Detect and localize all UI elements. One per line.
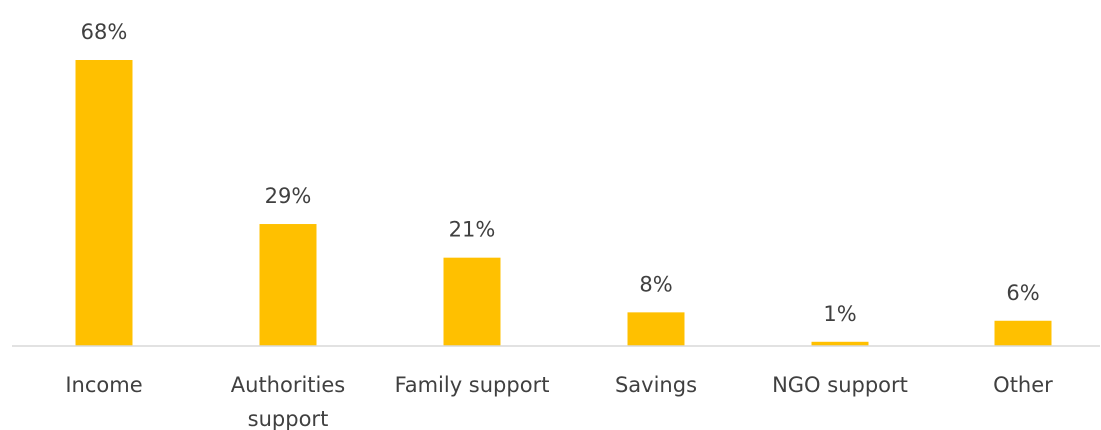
data-label-3: 8% — [639, 272, 672, 296]
x-tick-label-4: NGO support — [772, 373, 908, 397]
data-labels-layer: 68% 29% 21% 8% 1% 6% — [81, 20, 1040, 326]
x-tick-label-3: Savings — [615, 373, 697, 397]
data-label-4: 1% — [823, 302, 856, 326]
bars-layer — [75, 60, 1052, 346]
bar-1 — [259, 224, 317, 346]
data-label-2: 21% — [449, 218, 496, 242]
x-tick-labels-layer: Income Authorities support Family support Sa… — [65, 373, 1053, 430]
bar-5 — [994, 320, 1052, 346]
x-tick-label-5: Other — [993, 373, 1053, 397]
bar-0 — [75, 60, 133, 346]
bar-2 — [443, 257, 501, 346]
x-tick-label-2: Family support — [395, 373, 550, 397]
bar-3 — [627, 312, 685, 346]
data-label-1: 29% — [265, 184, 312, 208]
data-label-0: 68% — [81, 20, 128, 44]
x-tick-label-1: Authorities support — [231, 373, 345, 430]
bar-4 — [811, 341, 869, 346]
data-label-5: 6% — [1006, 281, 1039, 305]
x-tick-label-0: Income — [65, 373, 142, 397]
